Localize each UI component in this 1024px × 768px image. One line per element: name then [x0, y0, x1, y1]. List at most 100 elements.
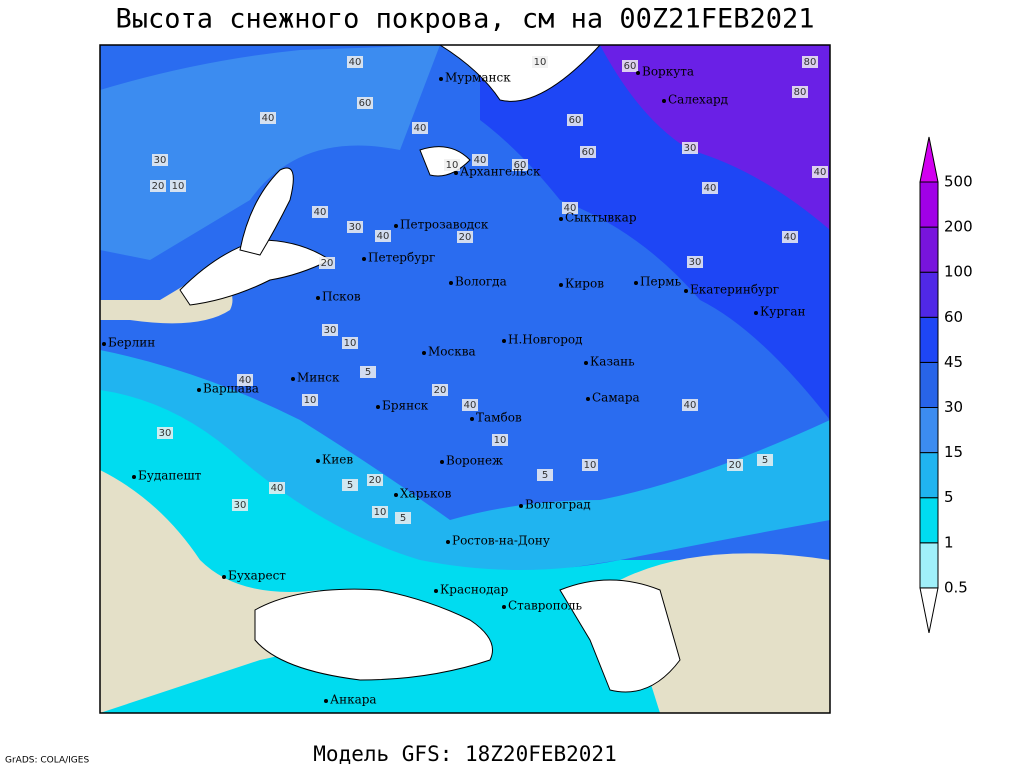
- colorbar-label: 5: [944, 488, 954, 506]
- city-label: Петербург: [368, 251, 435, 265]
- contour-label: 5: [400, 513, 406, 524]
- contour-label: 30: [324, 325, 337, 336]
- city-label: Анкара: [330, 693, 377, 707]
- contour-label: 80: [794, 87, 807, 98]
- contour-label-box: [702, 182, 718, 194]
- contour-label-box: [269, 482, 285, 494]
- city-label: Н.Новгород: [508, 333, 583, 347]
- city-dot: [222, 575, 226, 579]
- city-dot: [584, 361, 588, 365]
- contour-label: 40: [414, 123, 427, 134]
- contour-label-box: [682, 399, 698, 411]
- contour-label-box: [322, 324, 338, 336]
- contour-label: 30: [689, 257, 702, 268]
- colorbar-label: 0.5: [944, 578, 968, 596]
- contour-label: 5: [542, 470, 548, 481]
- city-label: Волгоград: [525, 498, 591, 512]
- city-label: Самара: [592, 391, 640, 405]
- contour-label-box: [812, 166, 828, 178]
- contour-label: 60: [624, 61, 637, 72]
- colorbar-band: [919, 316, 939, 363]
- cities: Мурманск Воркута Салехард Архангельск Петроз…: [102, 65, 805, 707]
- city-label: Екатеринбург: [690, 283, 779, 297]
- contour-label: 10: [494, 435, 507, 446]
- contour-label-box: [580, 146, 596, 158]
- contour-label: 10: [172, 181, 185, 192]
- city-dot: [634, 281, 638, 285]
- contour-label: 30: [154, 155, 167, 166]
- no-snow-land-east: [620, 553, 830, 713]
- colorbar-label: 500: [944, 173, 973, 191]
- city-label: Варшава: [203, 382, 259, 396]
- contour-label-box: [562, 202, 578, 214]
- contour-label-box: [152, 154, 168, 166]
- contour-label-box: [312, 206, 328, 218]
- contour-label: 40: [564, 203, 577, 214]
- contour-label-box: [472, 154, 488, 166]
- contour-label: 5: [347, 480, 353, 491]
- contour-label: 40: [684, 400, 697, 411]
- colorbar-arrow-low: [919, 587, 939, 633]
- contour-label-box: [375, 230, 391, 242]
- contour-label: 40: [262, 113, 275, 124]
- contour-label: 5: [365, 367, 371, 378]
- contour-label-box: [360, 366, 376, 378]
- contour-label: 30: [349, 222, 362, 233]
- colorbar-label: 45: [944, 353, 963, 371]
- city-dot: [449, 281, 453, 285]
- contour-label: 10: [446, 160, 459, 171]
- city-dot: [132, 475, 136, 479]
- contour-label: 30: [159, 428, 172, 439]
- city-dot: [586, 397, 590, 401]
- credit: GrADS: COLA/IGES: [5, 756, 89, 766]
- contour-label: 40: [349, 57, 362, 68]
- city-label: Мурманск: [445, 71, 511, 85]
- city-dot: [440, 460, 444, 464]
- city-label: Петрозаводск: [400, 218, 489, 232]
- contour-label-box: [682, 142, 698, 154]
- city-dot: [316, 459, 320, 463]
- contour-label-box: [347, 221, 363, 233]
- city-label: Ростов-на-Дону: [452, 534, 550, 548]
- contour-label: 10: [374, 507, 387, 518]
- caspian-sea: [559, 579, 681, 693]
- colorbar-band: [919, 271, 939, 318]
- deepest-snow-zone: [600, 45, 830, 230]
- contour-label-box: [357, 97, 373, 109]
- black-sea: [254, 588, 493, 681]
- city-dot: [502, 605, 506, 609]
- contour-label-box: [412, 122, 428, 134]
- colorbar-label: 15: [944, 443, 963, 461]
- gulf-of-bothnia: [239, 167, 294, 256]
- contour-label-box: [622, 60, 638, 72]
- city-dot: [454, 171, 458, 175]
- contour-label-box: [757, 454, 773, 466]
- city-dot: [434, 589, 438, 593]
- contour-label-box: [727, 459, 743, 471]
- city-label: Минск: [297, 371, 340, 385]
- colorbar-label: 1: [944, 533, 954, 551]
- contour-label-box: [792, 86, 808, 98]
- city-dot: [291, 377, 295, 381]
- title: Высота снежного покрова, см на 00Z21FEB2…: [116, 4, 815, 35]
- city-dot: [662, 99, 666, 103]
- contour-label: 80: [804, 57, 817, 68]
- city-label: Киев: [322, 453, 353, 467]
- city-dot: [422, 351, 426, 355]
- contour-label: 10: [344, 338, 357, 349]
- contour-label-box: [537, 469, 553, 481]
- contour-label-box: [232, 499, 248, 511]
- contour-label: 20: [321, 258, 334, 269]
- contour-label: 60: [582, 147, 595, 158]
- contour-label: 40: [704, 183, 717, 194]
- city-dot: [394, 493, 398, 497]
- contour-label: 10: [534, 57, 547, 68]
- contour-label-box: [260, 112, 276, 124]
- city-label: Сыктывкар: [565, 211, 637, 225]
- contour-label-box: [372, 506, 388, 518]
- city-dot: [684, 289, 688, 293]
- colorbar-band: [919, 361, 939, 408]
- colorbar-label: 100: [944, 263, 973, 281]
